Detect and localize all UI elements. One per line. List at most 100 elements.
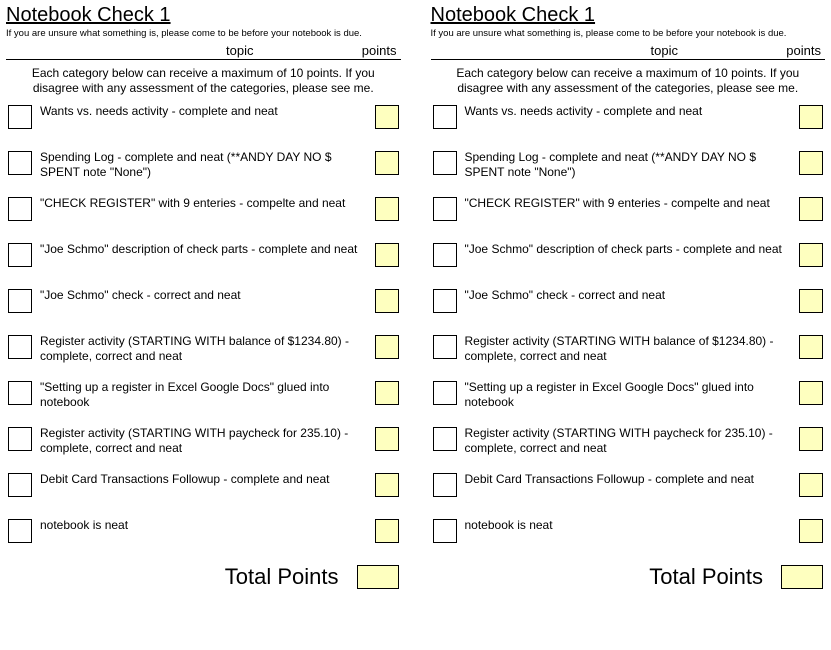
rubric-row: "Joe Schmo" description of check parts -… — [8, 242, 399, 272]
rubric-row: "Joe Schmo" description of check parts -… — [433, 242, 824, 272]
check-box[interactable] — [433, 289, 457, 313]
rubric-row: Register activity (STARTING WITH paychec… — [433, 426, 824, 456]
header-topic: topic — [651, 43, 678, 58]
column-headers: topic points — [431, 43, 826, 60]
check-box[interactable] — [8, 289, 32, 313]
total-label: Total Points — [649, 564, 763, 590]
items-list-right: Wants vs. needs activity - complete and … — [431, 104, 826, 548]
points-box[interactable] — [799, 105, 823, 129]
item-description: "Joe Schmo" description of check parts -… — [40, 242, 375, 257]
rubric-row: Spending Log - complete and neat (**ANDY… — [8, 150, 399, 180]
rubric-row: "CHECK REGISTER" with 9 enteries - compe… — [8, 196, 399, 226]
check-box[interactable] — [8, 105, 32, 129]
check-box[interactable] — [433, 473, 457, 497]
column-headers: topic points — [6, 43, 401, 60]
check-box[interactable] — [433, 197, 457, 221]
rubric-row: Wants vs. needs activity - complete and … — [433, 104, 824, 134]
points-box[interactable] — [799, 381, 823, 405]
check-box[interactable] — [8, 473, 32, 497]
rubric-row: "Joe Schmo" check - correct and neat — [8, 288, 399, 318]
check-box[interactable] — [433, 427, 457, 451]
check-box[interactable] — [8, 427, 32, 451]
points-box[interactable] — [375, 151, 399, 175]
rubric-panel-right: Notebook Check 1 If you are unsure what … — [431, 4, 826, 646]
subtitle: If you are unsure what something is, ple… — [6, 29, 401, 39]
total-points-box[interactable] — [357, 565, 399, 589]
total-row: Total Points — [431, 564, 826, 590]
points-box[interactable] — [799, 197, 823, 221]
item-description: Wants vs. needs activity - complete and … — [465, 104, 800, 119]
check-box[interactable] — [8, 151, 32, 175]
total-label: Total Points — [225, 564, 339, 590]
item-description: "CHECK REGISTER" with 9 enteries - compe… — [40, 196, 375, 211]
check-box[interactable] — [433, 151, 457, 175]
intro-text: Each category below can receive a maximu… — [6, 60, 401, 104]
check-box[interactable] — [8, 381, 32, 405]
header-topic: topic — [226, 43, 253, 58]
check-box[interactable] — [8, 243, 32, 267]
points-box[interactable] — [375, 243, 399, 267]
points-box[interactable] — [375, 289, 399, 313]
check-box[interactable] — [8, 519, 32, 543]
points-box[interactable] — [799, 335, 823, 359]
rubric-row: "Joe Schmo" check - correct and neat — [433, 288, 824, 318]
item-description: Debit Card Transactions Followup - compl… — [40, 472, 375, 487]
total-row: Total Points — [6, 564, 401, 590]
points-box[interactable] — [799, 427, 823, 451]
rubric-row: Wants vs. needs activity - complete and … — [8, 104, 399, 134]
rubric-row: Debit Card Transactions Followup - compl… — [8, 472, 399, 502]
header-points: points — [786, 43, 821, 58]
points-box[interactable] — [375, 473, 399, 497]
points-box[interactable] — [375, 105, 399, 129]
subtitle: If you are unsure what something is, ple… — [431, 29, 826, 39]
rubric-row: notebook is neat — [433, 518, 824, 548]
page-title: Notebook Check 1 — [6, 4, 401, 27]
items-list-left: Wants vs. needs activity - complete and … — [6, 104, 401, 548]
rubric-row: Register activity (STARTING WITH balance… — [433, 334, 824, 364]
rubric-row: Spending Log - complete and neat (**ANDY… — [433, 150, 824, 180]
item-description: Register activity (STARTING WITH paychec… — [40, 426, 375, 456]
item-description: "Setting up a register in Excel Google D… — [40, 380, 375, 410]
item-description: Register activity (STARTING WITH balance… — [465, 334, 800, 364]
points-box[interactable] — [375, 427, 399, 451]
header-points: points — [362, 43, 397, 58]
item-description: notebook is neat — [465, 518, 800, 533]
rubric-panel-left: Notebook Check 1 If you are unsure what … — [6, 4, 401, 646]
total-points-box[interactable] — [781, 565, 823, 589]
points-box[interactable] — [799, 473, 823, 497]
points-box[interactable] — [799, 519, 823, 543]
rubric-row: "Setting up a register in Excel Google D… — [433, 380, 824, 410]
item-description: Register activity (STARTING WITH paychec… — [465, 426, 800, 456]
check-box[interactable] — [433, 105, 457, 129]
check-box[interactable] — [433, 519, 457, 543]
rubric-row: "CHECK REGISTER" with 9 enteries - compe… — [433, 196, 824, 226]
intro-text: Each category below can receive a maximu… — [431, 60, 826, 104]
rubric-row: Debit Card Transactions Followup - compl… — [433, 472, 824, 502]
points-box[interactable] — [375, 519, 399, 543]
item-description: Debit Card Transactions Followup - compl… — [465, 472, 800, 487]
points-box[interactable] — [375, 197, 399, 221]
item-description: "CHECK REGISTER" with 9 enteries - compe… — [465, 196, 800, 211]
check-box[interactable] — [433, 381, 457, 405]
page-title: Notebook Check 1 — [431, 4, 826, 27]
points-box[interactable] — [799, 151, 823, 175]
rubric-row: "Setting up a register in Excel Google D… — [8, 380, 399, 410]
check-box[interactable] — [8, 197, 32, 221]
check-box[interactable] — [8, 335, 32, 359]
item-description: Spending Log - complete and neat (**ANDY… — [465, 150, 800, 180]
check-box[interactable] — [433, 243, 457, 267]
item-description: Wants vs. needs activity - complete and … — [40, 104, 375, 119]
item-description: "Joe Schmo" check - correct and neat — [465, 288, 800, 303]
points-box[interactable] — [799, 289, 823, 313]
points-box[interactable] — [375, 381, 399, 405]
points-box[interactable] — [799, 243, 823, 267]
item-description: "Setting up a register in Excel Google D… — [465, 380, 800, 410]
item-description: notebook is neat — [40, 518, 375, 533]
rubric-row: notebook is neat — [8, 518, 399, 548]
rubric-row: Register activity (STARTING WITH paychec… — [8, 426, 399, 456]
points-box[interactable] — [375, 335, 399, 359]
item-description: "Joe Schmo" description of check parts -… — [465, 242, 800, 257]
item-description: Spending Log - complete and neat (**ANDY… — [40, 150, 375, 180]
check-box[interactable] — [433, 335, 457, 359]
item-description: Register activity (STARTING WITH balance… — [40, 334, 375, 364]
